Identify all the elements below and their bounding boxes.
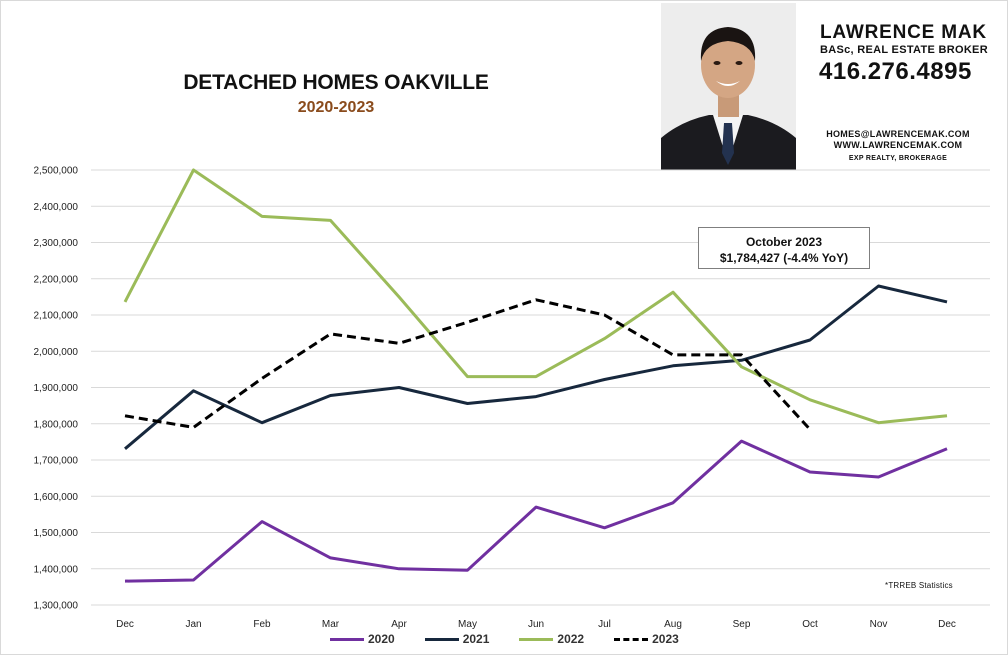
callout-title: October 2023 xyxy=(745,235,823,249)
series-line-2022 xyxy=(123,168,948,425)
x-tick-label: Oct xyxy=(802,619,818,630)
legend-swatch xyxy=(424,637,459,641)
series-line-2021 xyxy=(124,284,948,450)
x-axis-ticks: Dec Jan Feb Mar Apr May Jun Jul Aug Sep Oct Nov Dec xyxy=(116,619,956,630)
legend-label: 2021 xyxy=(462,632,490,646)
y-tick-label: 1,800,000 xyxy=(34,419,79,430)
callout-value: $1,784,427 (-4.4% YoY) xyxy=(719,251,849,265)
y-tick-label: 1,900,000 xyxy=(34,383,79,394)
chart-subtitle: 2020-2023 xyxy=(297,99,375,116)
y-tick-label: 1,300,000 xyxy=(34,601,79,612)
x-tick-label: Jul xyxy=(598,619,611,630)
broker-photo xyxy=(661,3,796,170)
y-tick-label: 2,400,000 xyxy=(34,202,79,213)
broker-title: BASc, REAL ESTATE BROKER xyxy=(820,44,988,56)
legend-item-2021: 2021 xyxy=(424,632,490,646)
legend-label: 2020 xyxy=(368,632,395,646)
y-tick-label: 2,100,000 xyxy=(34,311,79,322)
x-tick-label: Feb xyxy=(253,619,271,630)
x-tick-label: Apr xyxy=(391,619,407,630)
broker-phone: 416.276.4895 xyxy=(819,58,972,85)
y-tick-label: 2,200,000 xyxy=(34,274,79,285)
x-tick-label: Dec xyxy=(938,619,956,630)
chart-title: DETACHED HOMES OAKVILLE xyxy=(183,71,489,94)
y-tick-label: 2,000,000 xyxy=(34,347,79,358)
legend-swatch xyxy=(614,637,649,641)
october-2023-callout: October 2023 $1,784,427 (-4.4% YoY) xyxy=(698,227,870,269)
y-tick-label: 2,300,000 xyxy=(34,238,79,249)
x-tick-label: Aug xyxy=(664,619,682,630)
y-tick-label: 2,500,000 xyxy=(34,166,79,177)
source-note: *TRREB Statistics xyxy=(885,581,953,590)
x-tick-label: Nov xyxy=(870,619,888,630)
legend-item-2022: 2022 xyxy=(519,632,584,646)
y-axis-ticks: 1,300,000 1,400,000 1,500,000 1,600,000 1,70… xyxy=(34,166,79,612)
y-tick-label: 1,400,000 xyxy=(34,564,79,575)
legend-item-2023: 2023 xyxy=(614,632,679,646)
y-tick-label: 1,500,000 xyxy=(34,528,79,539)
legend-swatch xyxy=(519,637,554,641)
broker-website: WWW.LAWRENCEMAK.COM xyxy=(833,140,963,150)
x-tick-label: Dec xyxy=(116,619,134,630)
broker-name: LAWRENCE MAK xyxy=(820,22,987,43)
series-line-2020 xyxy=(124,439,948,583)
broker-brokerage: EXP REALTY, BROKERAGE xyxy=(848,155,948,162)
chart-legend: 2020 2021 2022 2023 xyxy=(330,631,709,647)
series-line-2023 xyxy=(124,298,812,431)
broker-email: HOMES@LAWRENCEMAK.COM xyxy=(826,129,970,139)
y-tick-label: 1,700,000 xyxy=(34,456,79,467)
x-tick-label: Mar xyxy=(322,619,340,630)
x-tick-label: Jun xyxy=(528,619,544,630)
x-tick-label: Jan xyxy=(185,619,201,630)
x-tick-label: May xyxy=(458,619,477,630)
legend-item-2020: 2020 xyxy=(330,632,395,646)
legend-label: 2022 xyxy=(557,632,585,646)
y-tick-label: 1,600,000 xyxy=(34,492,79,503)
series-lines xyxy=(123,168,948,583)
legend-swatch xyxy=(330,637,364,641)
x-tick-label: Sep xyxy=(733,619,751,630)
legend-label: 2023 xyxy=(652,632,679,646)
